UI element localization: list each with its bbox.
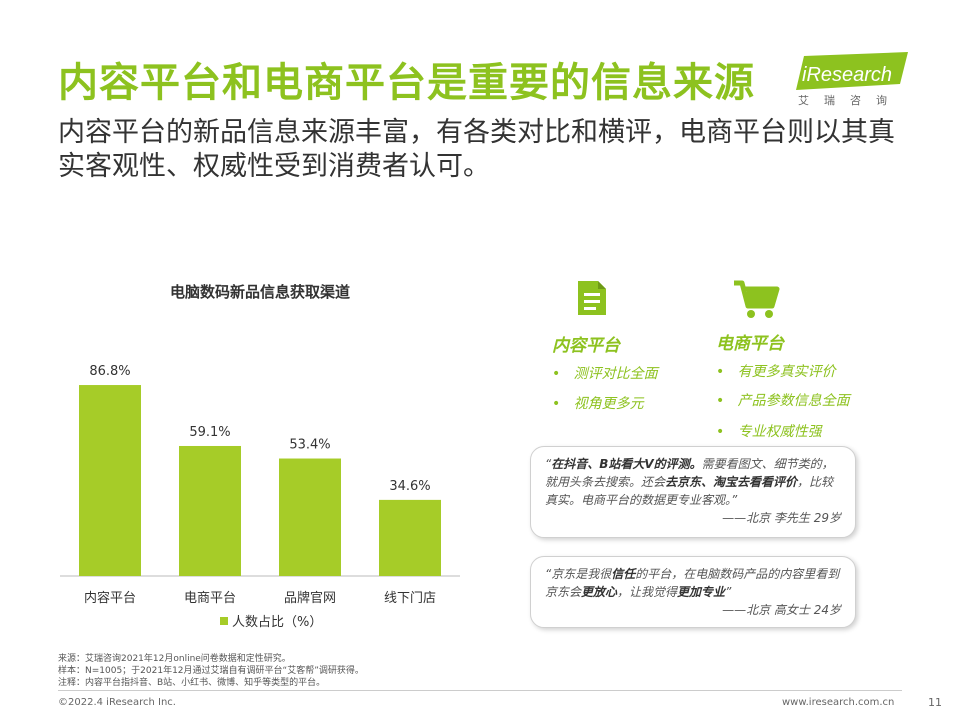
category-label: 电商平台 xyxy=(184,591,236,606)
shopping-cart-icon xyxy=(734,280,780,318)
data-label: 34.6% xyxy=(389,479,430,494)
iresearch-logo: iResearch xyxy=(796,52,908,90)
data-label: 53.4% xyxy=(289,438,330,453)
note-line: 注释：内容平台指抖音、B站、小红书、微博、知乎等类型的平台。 xyxy=(58,678,326,688)
bar xyxy=(179,445,241,576)
data-label: 86.8% xyxy=(89,364,130,379)
bar xyxy=(379,499,441,576)
legend-label: 人数占比（%） xyxy=(232,615,322,630)
quote-card: “京东是我很信任的平台，在电脑数码产品的内容里看到京东会更放心，让我觉得更加专业… xyxy=(530,556,856,628)
bullet-item: • 专业权威性强 xyxy=(716,424,822,440)
quote-signature: ——北京 高女士 24岁 xyxy=(722,603,841,617)
website-url: www.iresearch.com.cn xyxy=(782,697,895,708)
channel-title-content: 内容平台 xyxy=(552,336,620,356)
source-notes: 来源：艾瑞咨询2021年12月online问卷数据和定性研究。 样本：N=100… xyxy=(58,653,364,689)
bar xyxy=(79,385,141,576)
category-label: 线下门店 xyxy=(384,591,436,606)
quote-signature: ——北京 李先生 29岁 xyxy=(722,511,841,525)
page-title: 内容平台和电商平台是重要的信息来源 xyxy=(58,60,755,106)
channel-title-ecommerce: 电商平台 xyxy=(716,334,784,354)
data-label: 59.1% xyxy=(189,425,230,440)
category-label: 品牌官网 xyxy=(284,590,336,606)
bullet-item: • 产品参数信息全面 xyxy=(716,393,850,409)
document-icon xyxy=(578,281,606,315)
bullet-item: • 有更多真实评价 xyxy=(716,364,836,380)
bar-chart: 电脑数码新品信息获取渠道 86.8% 内容平台 59.1% 电商平台 53.4% 品牌官网… xyxy=(60,283,460,630)
page-subtitle: 内容平台的新品信息来源丰富，有各类对比和横评，电商平台则以其真实客观性、权威性受… xyxy=(58,117,895,182)
quote-card: “在抖音、B站看大V的评测。需要看图文、细节类的，就用头条去搜索。还会去京东、淘… xyxy=(530,446,856,538)
bullet-item: • 视角更多元 xyxy=(552,396,644,412)
category-label: 内容平台 xyxy=(84,590,136,606)
copyright: ©2022.4 iResearch Inc. xyxy=(58,697,176,708)
chart-title: 电脑数码新品信息获取渠道 xyxy=(170,283,350,301)
svg-text:iResearch: iResearch xyxy=(802,64,892,86)
bar xyxy=(279,458,341,576)
note-line: 样本：N=1005；于2021年12月通过艾瑞自有调研平台“艾客帮”调研获得。 xyxy=(58,666,364,676)
legend-swatch xyxy=(220,617,228,625)
logo-subtitle: 艾瑞咨询 xyxy=(798,94,902,107)
page-number: 11 xyxy=(928,696,942,709)
note-line: 来源：艾瑞咨询2021年12月online问卷数据和定性研究。 xyxy=(58,654,291,664)
footer-divider xyxy=(58,690,902,691)
bullet-item: • 测评对比全面 xyxy=(552,366,658,382)
